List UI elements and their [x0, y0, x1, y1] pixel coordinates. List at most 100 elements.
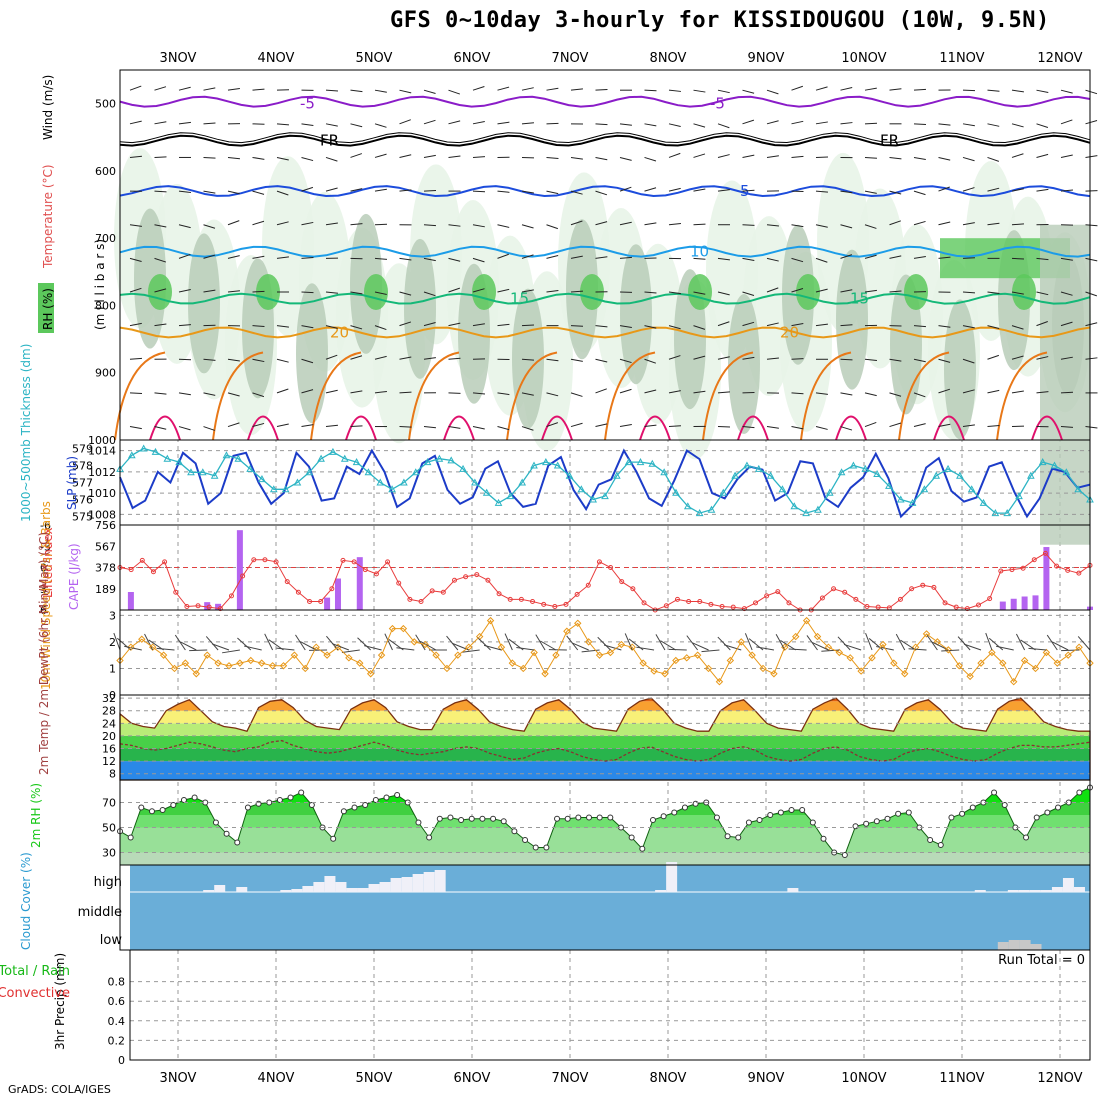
- wind-barb: [154, 224, 167, 228]
- day-label-top: 7NOV: [552, 51, 589, 66]
- isotherm-25-arc: [800, 351, 852, 441]
- li-marker: [574, 591, 580, 597]
- wind-barb: [1060, 426, 1074, 428]
- wind-barb: [766, 357, 779, 360]
- cloud-high-bar: [1073, 887, 1085, 892]
- isotherm-label: 20: [780, 323, 799, 341]
- isotherm-25-arc: [898, 351, 950, 441]
- wind-barb: [815, 86, 828, 91]
- wind-barb-10m: [300, 641, 317, 651]
- wind-barb-10m: [295, 634, 306, 651]
- wind-barb: [448, 287, 461, 293]
- wind-barb: [1011, 223, 1025, 226]
- wind-barb: [864, 122, 878, 125]
- wind-barb-10m: [156, 647, 175, 651]
- wind-barb: [301, 358, 314, 364]
- wind-barb: [717, 123, 730, 129]
- rh-marker: [138, 804, 145, 811]
- wind-tick: 3: [109, 609, 116, 622]
- cape-bar: [324, 597, 331, 610]
- thickness-marker: [885, 481, 893, 489]
- wind-barb: [423, 119, 436, 125]
- rh-marker: [159, 807, 166, 813]
- rh-marker: [1044, 809, 1051, 816]
- precip-legend-convective: Convective: [0, 986, 70, 1001]
- wind-barb: [570, 290, 584, 293]
- rh-shade-mid: [188, 233, 220, 374]
- rh-band: [120, 827, 1090, 853]
- wind-barb-10m: [865, 633, 873, 651]
- cloud-high-bar: [1062, 878, 1074, 892]
- thickness-marker: [979, 498, 988, 506]
- wind-barb: [987, 222, 1000, 226]
- wind-barb-10m: [660, 640, 677, 651]
- wind-marker: [759, 664, 767, 673]
- isotherm-5: [119, 185, 1091, 198]
- isotherm-30-arc: [737, 415, 769, 441]
- wind-barb: [521, 190, 534, 194]
- wind-marker: [138, 635, 146, 643]
- wind-barb-10m: [205, 636, 219, 651]
- wind-barb-10m: [276, 647, 295, 651]
- wind-barb: [1085, 89, 1098, 95]
- wind-marker: [672, 656, 680, 665]
- wind-barb: [546, 422, 559, 428]
- rh-band: [120, 787, 1090, 803]
- wind-barb: [227, 392, 240, 397]
- wind-barb: [472, 288, 485, 293]
- rh-shade-green: [472, 274, 496, 310]
- wind-barb: [178, 121, 191, 125]
- wind-barb: [276, 221, 289, 226]
- wind-barb: [374, 153, 387, 158]
- rh-band: [120, 852, 1090, 865]
- wind-tick: 2: [109, 636, 116, 649]
- rh-marker: [799, 807, 806, 813]
- cloud-high-bar: [291, 889, 303, 892]
- wind-marker: [279, 662, 288, 670]
- rh-shade-mid: [296, 283, 328, 424]
- cape-bar: [1010, 598, 1017, 610]
- wind-barb: [472, 392, 485, 395]
- wind-barb: [864, 190, 877, 194]
- wind-barb: [1036, 291, 1049, 296]
- li-marker: [173, 589, 179, 595]
- wind-marker: [639, 659, 647, 667]
- cloud-high-bar: [655, 890, 667, 892]
- rh-marker: [905, 809, 912, 816]
- rh-marker: [127, 834, 134, 841]
- thickness-marker: [707, 505, 716, 513]
- wind-barb: [227, 255, 240, 259]
- wind-marker: [465, 643, 473, 651]
- wind-marker: [290, 651, 299, 659]
- wind-barb: [521, 289, 534, 293]
- rh-marker: [788, 807, 795, 813]
- wind-barb: [203, 156, 216, 159]
- rh-marker: [596, 814, 603, 821]
- wind-barb-10m: [963, 643, 982, 651]
- wind-barb: [693, 390, 706, 394]
- wind-barb-10m: [180, 641, 197, 651]
- wind-barb: [644, 156, 657, 162]
- rh-marker: [809, 819, 816, 826]
- rh-marker: [447, 814, 454, 821]
- wind-marker: [748, 651, 756, 659]
- wind-marker: [922, 630, 931, 638]
- wind-barb: [1036, 153, 1049, 158]
- wind-barb: [987, 89, 1000, 92]
- wind-marker: [1042, 648, 1051, 657]
- wind-barb: [521, 254, 534, 259]
- wind-barb-10m: [821, 649, 840, 652]
- wind-barb: [399, 154, 412, 158]
- wind-barb: [350, 153, 363, 158]
- rh-marker: [959, 810, 966, 817]
- rh-marker: [639, 845, 646, 852]
- wind-barb: [399, 391, 412, 394]
- wind-barb: [448, 120, 461, 125]
- pressure-tick: 600: [95, 165, 116, 178]
- wind-barb: [1011, 291, 1024, 295]
- pressure-tick: 1000: [88, 434, 116, 447]
- wind-barb: [840, 254, 853, 259]
- wind-barb: [938, 221, 951, 226]
- rh-marker: [170, 802, 177, 808]
- wind-barb: [815, 121, 828, 125]
